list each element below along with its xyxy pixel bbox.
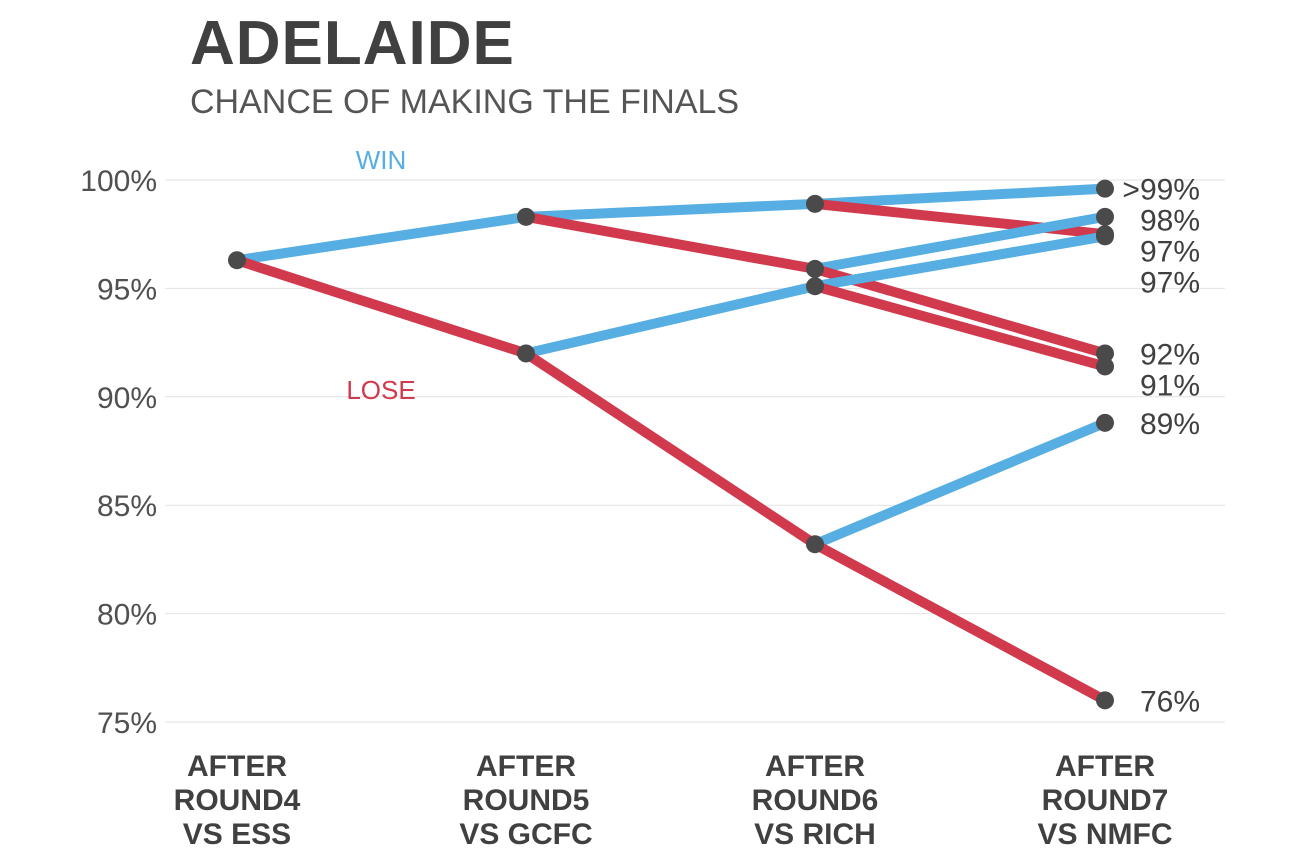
lose-segment — [523, 349, 818, 549]
data-point — [1096, 691, 1114, 710]
y-tick-label: 100% — [80, 165, 157, 198]
y-tick-label: 75% — [97, 707, 157, 740]
x-tick-label-line: ROUND4 — [174, 784, 301, 817]
x-tick-label-line: VS ESS — [183, 818, 291, 851]
legend-win-label: WIN — [356, 145, 407, 175]
data-point — [1096, 227, 1114, 246]
data-point — [517, 344, 535, 363]
end-value-label: 92% — [1140, 338, 1200, 371]
end-value-label: 98% — [1140, 205, 1200, 238]
lose-segment — [813, 281, 1107, 372]
win-segment — [813, 418, 1107, 549]
x-tick-label-line: ROUND5 — [463, 784, 590, 817]
data-point — [806, 259, 824, 278]
x-tick-label: AFTER ROUND6 VS RICH — [752, 750, 879, 851]
y-tick-label: 85% — [97, 490, 157, 523]
x-tick-label-line: AFTER — [476, 750, 576, 783]
data-point — [806, 277, 824, 296]
lose-segment — [525, 211, 816, 274]
y-axis: 100% 95% 90% 85% 80% 75% — [80, 165, 157, 740]
x-tick-label-line: ROUND7 — [1042, 784, 1169, 817]
data-points — [228, 179, 1114, 710]
end-value-label: 97% — [1140, 236, 1200, 269]
x-tick-label-line: AFTER — [1055, 750, 1155, 783]
y-tick-label: 80% — [97, 599, 157, 632]
data-point — [1096, 179, 1114, 198]
end-value-label: 97% — [1140, 267, 1200, 300]
data-point — [1096, 357, 1114, 376]
chart-title: ADELAIDE — [190, 9, 515, 78]
y-tick-label: 95% — [97, 273, 157, 306]
x-tick-label-line: VS NMFC — [1038, 818, 1173, 851]
series-lines — [235, 183, 1108, 705]
end-value-label: 89% — [1140, 408, 1200, 441]
data-point — [517, 207, 535, 226]
end-value-label: 91% — [1140, 369, 1200, 402]
data-point — [228, 251, 246, 270]
win-segment — [814, 231, 1106, 292]
win-segment — [814, 183, 1106, 209]
x-tick-label-line: VS RICH — [754, 818, 876, 851]
lose-segment — [235, 255, 528, 359]
x-tick-label: AFTER ROUND4 VS ESS — [174, 750, 301, 851]
lose-segment — [812, 539, 1108, 705]
data-point — [1096, 207, 1114, 226]
win-segment — [525, 198, 816, 222]
x-tick-label: AFTER ROUND7 VS NMFC — [1038, 750, 1173, 851]
grid-layer — [165, 179, 1225, 723]
x-tick-label-line: AFTER — [187, 750, 287, 783]
end-labels: >99%98%97%97%92%91%89%76% — [1122, 174, 1200, 719]
x-tick-label: AFTER ROUND5 VS GCFC — [459, 750, 592, 851]
legend-lose-label: LOSE — [346, 375, 415, 405]
data-point — [806, 535, 824, 554]
win-segment — [524, 281, 817, 359]
data-point — [1096, 344, 1114, 363]
chart-subtitle: CHANCE OF MAKING THE FINALS — [190, 83, 740, 121]
x-tick-label-line: AFTER — [765, 750, 865, 783]
data-point — [806, 194, 824, 213]
x-tick-label-line: ROUND6 — [752, 784, 879, 817]
end-value-label: >99% — [1122, 174, 1200, 207]
legend: WIN LOSE — [346, 145, 415, 405]
x-tick-label-line: VS GCFC — [459, 818, 592, 851]
end-value-label: 76% — [1140, 685, 1200, 718]
data-point — [1096, 413, 1114, 432]
win-segment — [236, 211, 527, 266]
win-segment — [814, 211, 1106, 274]
y-tick-label: 90% — [97, 382, 157, 415]
